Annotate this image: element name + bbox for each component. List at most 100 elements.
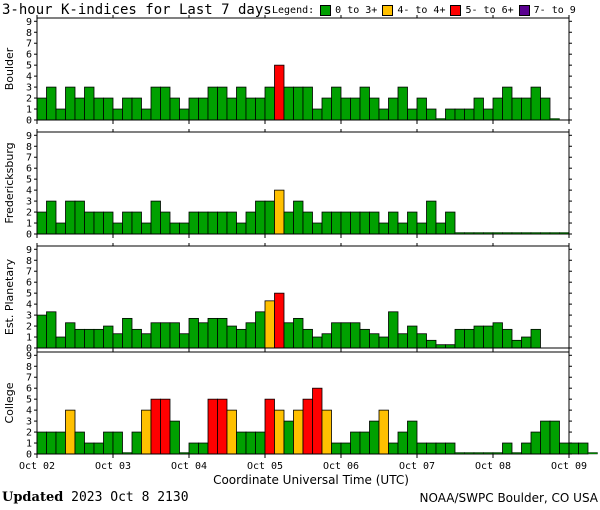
bar: [492, 97, 503, 121]
bar: [530, 431, 541, 455]
bar: [388, 211, 399, 235]
legend-text-active: 4- to 4+: [397, 5, 446, 16]
bar: [435, 442, 446, 455]
bar: [283, 86, 294, 121]
bar: [141, 333, 152, 349]
bar: [255, 97, 266, 121]
y-tick-label: 7: [26, 153, 32, 164]
bar: [103, 211, 114, 235]
bar: [293, 200, 304, 235]
bar: [283, 420, 294, 455]
bar: [207, 398, 218, 455]
y-tick-label: 5: [26, 395, 32, 406]
legend-swatch-quiet: [320, 5, 332, 16]
bar: [464, 108, 475, 121]
bar: [559, 442, 570, 455]
bar: [122, 211, 133, 235]
bar: [578, 442, 589, 455]
bar: [236, 222, 247, 235]
y-tick-label: 8: [26, 362, 32, 373]
bar: [122, 317, 133, 349]
bar: [84, 442, 95, 455]
legend-swatch-severe: [518, 5, 530, 16]
bar: [340, 97, 351, 121]
panel-label: Est. Planetary: [3, 258, 16, 335]
bar: [407, 420, 418, 455]
bar: [407, 211, 418, 235]
bar: [293, 409, 304, 455]
bar: [369, 211, 380, 235]
bar: [150, 322, 161, 349]
bar: [302, 398, 313, 455]
bar: [245, 431, 256, 455]
bar: [255, 200, 266, 235]
x-tick-label: Oct 07: [399, 461, 435, 472]
legend: Legend: 0 to 3+ 4- to 4+ 5- to 6+ 7- to …: [272, 5, 581, 16]
bar: [141, 222, 152, 235]
bar: [131, 97, 142, 121]
bar: [359, 86, 370, 121]
updated-stamp: Updated 2023 Oct 8 2130: [2, 490, 189, 505]
bar: [255, 311, 266, 349]
bar: [245, 97, 256, 121]
bar: [264, 200, 275, 235]
bar: [93, 97, 104, 121]
bar: [198, 211, 209, 235]
bar: [473, 97, 484, 121]
bar: [188, 442, 199, 455]
bar: [416, 442, 427, 455]
bar: [160, 398, 171, 455]
bar: [540, 420, 551, 455]
bar: [378, 222, 389, 235]
bar: [473, 325, 484, 349]
y-tick-label: 2: [26, 208, 32, 219]
y-tick-label: 3: [26, 197, 32, 208]
k-index-chart: 0123456789Boulder0123456789Fredericksbur…: [3, 15, 598, 487]
y-tick-label: 4: [26, 186, 32, 197]
legend-text-storm: 5- to 6+: [465, 5, 514, 16]
bar: [397, 86, 408, 121]
bar: [226, 325, 237, 349]
bar: [378, 108, 389, 121]
bar: [416, 333, 427, 349]
bar: [454, 108, 465, 121]
bar: [103, 431, 114, 455]
bar: [426, 339, 437, 349]
bar: [74, 200, 85, 235]
bar: [36, 431, 47, 455]
panel-frame: [36, 245, 570, 349]
panel-label: Fredericksburg: [3, 142, 16, 223]
y-tick-label: 2: [26, 428, 32, 439]
legend-swatch-storm: [450, 5, 462, 16]
bar: [188, 97, 199, 121]
bar: [530, 328, 541, 349]
bar: [502, 328, 513, 349]
bar: [397, 333, 408, 349]
bar: [150, 200, 161, 235]
bar: [131, 328, 142, 349]
bar: [435, 222, 446, 235]
bar: [388, 97, 399, 121]
bar: [84, 86, 95, 121]
legend-text-quiet: 0 to 3+: [335, 5, 378, 16]
bar: [502, 442, 513, 455]
bar: [464, 328, 475, 349]
bar: [36, 314, 47, 349]
bar: [46, 200, 57, 235]
bar: [293, 86, 304, 121]
bar: [103, 325, 114, 349]
bar: [264, 398, 275, 455]
bar: [350, 211, 361, 235]
y-tick-label: 7: [26, 267, 32, 278]
bar: [236, 431, 247, 455]
y-tick-label: 9: [26, 17, 32, 28]
legend-item-storm: 5- to 6+: [450, 5, 514, 16]
bar: [350, 431, 361, 455]
bar: [549, 420, 560, 455]
bar: [350, 97, 361, 121]
bar: [179, 108, 190, 121]
bar: [274, 64, 285, 121]
y-tick-label: 5: [26, 61, 32, 72]
bar: [226, 409, 237, 455]
bar: [217, 317, 228, 349]
